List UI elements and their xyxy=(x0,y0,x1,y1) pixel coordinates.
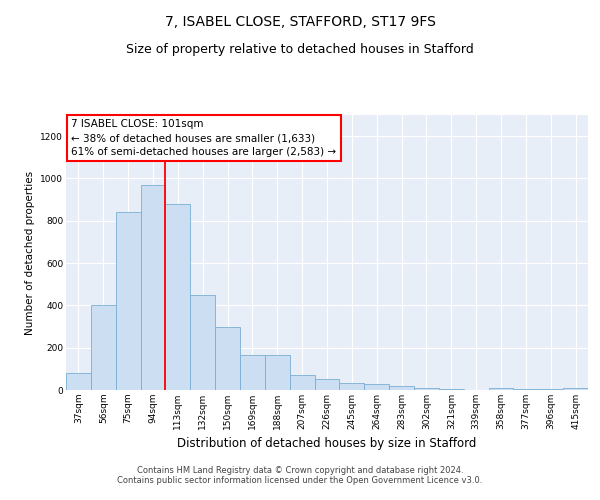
Bar xyxy=(364,384,389,390)
Text: 7, ISABEL CLOSE, STAFFORD, ST17 9FS: 7, ISABEL CLOSE, STAFFORD, ST17 9FS xyxy=(164,15,436,29)
Bar xyxy=(538,389,563,390)
Bar xyxy=(340,382,364,390)
Text: 7 ISABEL CLOSE: 101sqm
← 38% of detached houses are smaller (1,633)
61% of semi-: 7 ISABEL CLOSE: 101sqm ← 38% of detached… xyxy=(71,119,337,157)
Bar xyxy=(514,389,538,390)
Bar xyxy=(414,388,439,390)
Bar xyxy=(389,386,414,390)
Bar xyxy=(290,375,314,390)
Y-axis label: Number of detached properties: Number of detached properties xyxy=(25,170,35,334)
Bar xyxy=(240,355,265,390)
Bar xyxy=(439,389,464,390)
X-axis label: Distribution of detached houses by size in Stafford: Distribution of detached houses by size … xyxy=(178,438,476,450)
Bar xyxy=(563,388,588,390)
Bar xyxy=(215,326,240,390)
Bar xyxy=(488,388,514,390)
Bar xyxy=(91,306,116,390)
Text: Contains HM Land Registry data © Crown copyright and database right 2024.
Contai: Contains HM Land Registry data © Crown c… xyxy=(118,466,482,485)
Bar xyxy=(140,185,166,390)
Bar xyxy=(166,204,190,390)
Bar xyxy=(116,212,140,390)
Bar xyxy=(66,373,91,390)
Text: Size of property relative to detached houses in Stafford: Size of property relative to detached ho… xyxy=(126,42,474,56)
Bar xyxy=(265,355,290,390)
Bar xyxy=(314,380,340,390)
Bar xyxy=(190,295,215,390)
